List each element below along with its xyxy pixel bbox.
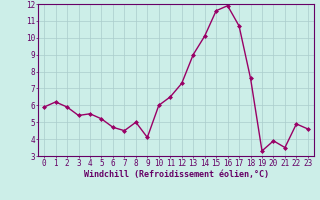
X-axis label: Windchill (Refroidissement éolien,°C): Windchill (Refroidissement éolien,°C) bbox=[84, 170, 268, 179]
